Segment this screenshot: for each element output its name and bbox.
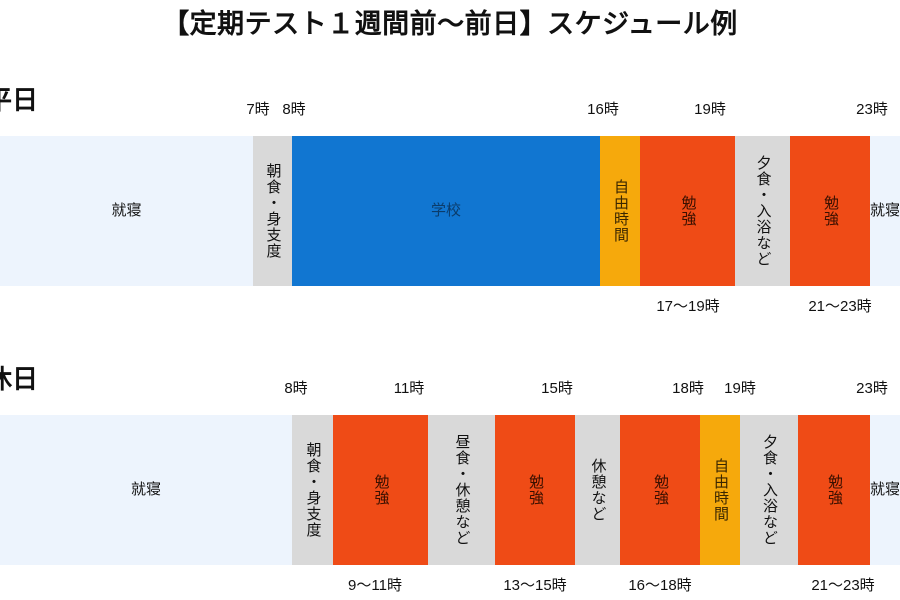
time-range-note: 21〜23時 — [808, 298, 872, 315]
time-tick: 15時 — [541, 380, 573, 397]
segment-label: 勉強 — [679, 195, 697, 227]
timeline-segment-dinner-bath: 夕食・入浴など — [740, 415, 798, 565]
timeline-segment-sleep-early: 就寝 — [0, 415, 292, 565]
time-tick: 8時 — [282, 101, 306, 118]
time-tick: 18時 — [672, 380, 704, 397]
time-range-note: 9〜11時 — [348, 577, 402, 594]
timeline-bar-holiday: 就寝 朝食・身支度 勉強 昼食・休憩など 勉強 休憩など 勉強 自由時間 夕食・入浴など 勉強 就寝 — [0, 415, 900, 565]
segment-label: 勉強 — [821, 195, 839, 227]
timeline-segment-free-time: 自由時間 — [600, 136, 640, 286]
timeline-bar-weekday: 就寝 朝食・身支度 学校 自由時間 勉強 夕食・入浴など 勉強 就寝 — [0, 136, 900, 286]
time-tick: 23時 — [856, 101, 888, 118]
timeline-segment-dinner-bath: 夕食・入浴など — [735, 136, 790, 286]
timeline-segment-school: 学校 — [292, 136, 600, 286]
timeline-segment-sleep-late: 就寝 — [870, 415, 900, 565]
timeline-segment-breakfast: 朝食・身支度 — [253, 136, 292, 286]
segment-label: 夕食・入浴など — [754, 155, 772, 267]
timeline-segment-study-4: 勉強 — [798, 415, 870, 565]
time-tick: 7時 — [246, 101, 270, 118]
time-tick: 19時 — [724, 380, 756, 397]
time-tick: 16時 — [587, 101, 619, 118]
time-range-note: 21〜23時 — [811, 577, 875, 594]
timeline-segment-rest: 休憩など — [575, 415, 620, 565]
time-tick: 23時 — [856, 380, 888, 397]
time-tick: 19時 — [694, 101, 726, 118]
timeline-segment-breakfast: 朝食・身支度 — [292, 415, 333, 565]
segment-label: 夕食・入浴など — [760, 434, 778, 546]
timeline-segment-study-2: 勉強 — [790, 136, 870, 286]
row-label-holiday: 休日 — [0, 364, 39, 394]
time-range-note: 17〜19時 — [656, 298, 720, 315]
segment-label: 朝食・身支度 — [304, 442, 322, 538]
segment-label: 朝食・身支度 — [264, 163, 282, 259]
segment-label: 就寝 — [111, 202, 142, 220]
segment-label: 就寝 — [130, 481, 161, 499]
row-label-weekday: 平日 — [0, 85, 39, 115]
segment-label: 就寝 — [870, 202, 900, 220]
segment-label: 自由時間 — [711, 458, 729, 522]
time-axis-holiday: 8時 11時 15時 18時 19時 23時 — [0, 377, 900, 403]
segment-label: 休憩など — [589, 458, 607, 522]
timeline-segment-lunch-rest: 昼食・休憩など — [428, 415, 495, 565]
segment-label: 勉強 — [651, 474, 669, 506]
timeline-segment-study-2: 勉強 — [495, 415, 575, 565]
segment-label: 学校 — [430, 202, 461, 220]
time-annotations-holiday: 9〜11時 13〜15時 16〜18時 21〜23時 — [0, 574, 900, 600]
time-tick: 8時 — [284, 380, 308, 397]
segment-label: 勉強 — [526, 474, 544, 506]
segment-label: 昼食・休憩など — [453, 434, 471, 546]
timeline-segment-study-3: 勉強 — [620, 415, 700, 565]
timeline-segment-sleep-early: 就寝 — [0, 136, 253, 286]
segment-label: 勉強 — [825, 474, 843, 506]
time-axis-weekday: 7時 8時 16時 19時 23時 — [0, 98, 900, 124]
segment-label: 勉強 — [372, 474, 390, 506]
timeline-segment-study-1: 勉強 — [640, 136, 735, 286]
time-tick: 11時 — [393, 380, 425, 397]
timeline-segment-study-1: 勉強 — [333, 415, 428, 565]
time-annotations-weekday: 17〜19時 21〜23時 — [0, 295, 900, 321]
segment-label: 就寝 — [870, 481, 900, 499]
timeline-segment-sleep-late: 就寝 — [870, 136, 900, 286]
page-title: 【定期テスト１週間前〜前日】スケジュール例 — [162, 9, 738, 39]
time-range-note: 16〜18時 — [628, 577, 692, 594]
segment-label: 自由時間 — [611, 179, 629, 243]
time-range-note: 13〜15時 — [503, 577, 567, 594]
timeline-segment-free-time: 自由時間 — [700, 415, 740, 565]
